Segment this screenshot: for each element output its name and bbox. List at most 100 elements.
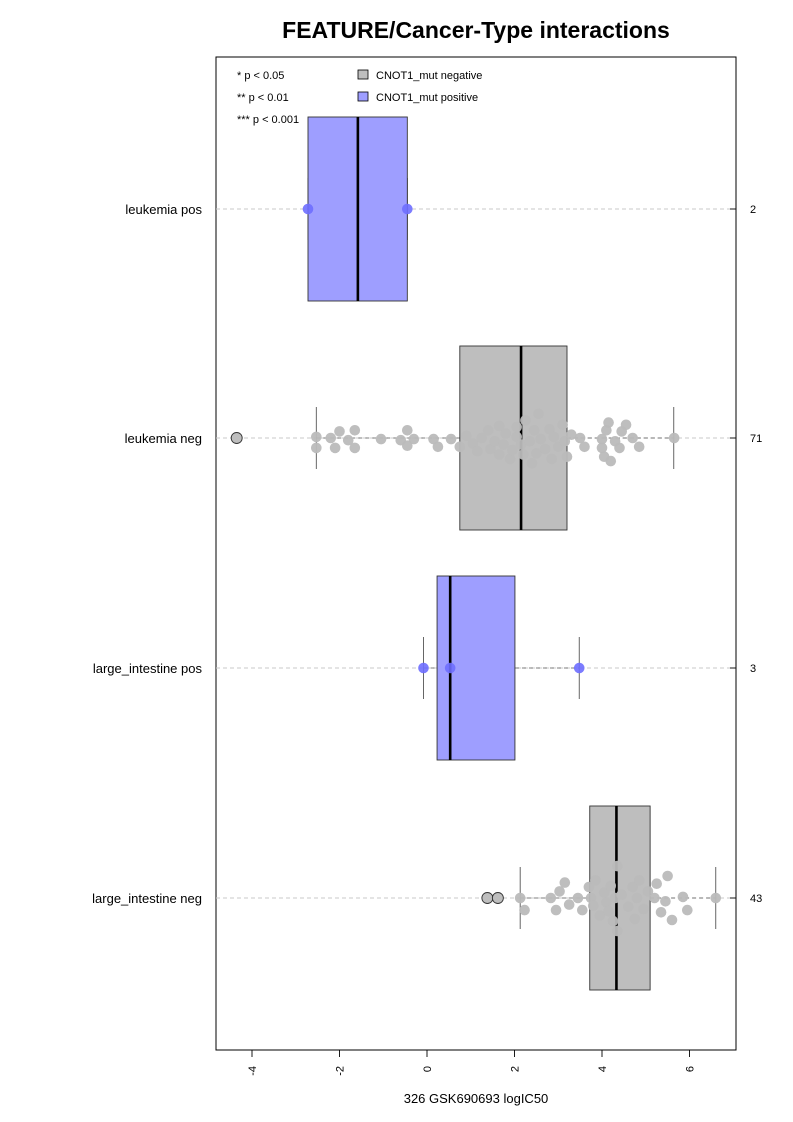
data-point-3-17 bbox=[605, 880, 617, 892]
data-point-3-30 bbox=[649, 892, 660, 904]
data-point-0-1 bbox=[402, 203, 413, 215]
group-count-3: 43 bbox=[750, 893, 762, 905]
data-point-1-27 bbox=[500, 428, 512, 439]
data-point-1-42 bbox=[544, 423, 555, 435]
data-point-2-2 bbox=[573, 662, 585, 674]
data-point-1-15 bbox=[445, 433, 457, 445]
data-point-3-27 bbox=[633, 875, 645, 886]
data-point-3-15 bbox=[601, 897, 612, 908]
data-point-1-39 bbox=[533, 408, 544, 420]
data-point-1-51 bbox=[579, 441, 590, 453]
group-count-0: 2 bbox=[750, 204, 756, 216]
data-point-1-52 bbox=[596, 433, 608, 445]
data-point-1-49 bbox=[566, 429, 577, 441]
data-point-3-26 bbox=[631, 892, 643, 904]
data-point-1-30 bbox=[511, 431, 522, 443]
data-point-1-59 bbox=[614, 442, 625, 454]
data-point-1-13 bbox=[428, 433, 439, 445]
data-point-1-0 bbox=[311, 442, 322, 454]
group-count-2: 3 bbox=[750, 663, 756, 675]
data-point-3-7 bbox=[572, 892, 584, 904]
data-point-3-36 bbox=[677, 891, 689, 903]
data-point-3-13 bbox=[594, 910, 606, 921]
data-point-1-38 bbox=[531, 448, 542, 459]
significance-legend: * p < 0.05 ** p < 0.01 *** p < 0.001 bbox=[237, 70, 299, 126]
color-legend: CNOT1_mut negative CNOT1_mut positive bbox=[357, 69, 482, 104]
data-point-3-35 bbox=[666, 914, 678, 926]
outlier-point-1-0 bbox=[230, 432, 243, 444]
data-point-1-20 bbox=[476, 432, 487, 444]
sig-legend-1: * p < 0.05 bbox=[237, 70, 284, 82]
data-point-3-33 bbox=[660, 896, 671, 907]
data-point-3-29 bbox=[642, 886, 654, 897]
data-point-1-61 bbox=[620, 419, 632, 431]
data-point-3-9 bbox=[583, 881, 595, 893]
data-point-1-64 bbox=[668, 432, 680, 444]
data-point-1-10 bbox=[402, 425, 413, 436]
data-point-3-14 bbox=[598, 887, 610, 898]
data-point-3-20 bbox=[612, 860, 623, 872]
data-point-1-28 bbox=[504, 453, 516, 465]
data-point-1-14 bbox=[432, 441, 444, 453]
x-axis: -4 -2 0 2 4 6 bbox=[247, 1050, 697, 1076]
plot-frame bbox=[215, 56, 737, 1051]
data-point-1-22 bbox=[485, 443, 496, 455]
boxes-layer bbox=[307, 116, 717, 991]
data-point-1-6 bbox=[349, 442, 361, 454]
data-point-1-4 bbox=[334, 426, 345, 437]
data-point-1-50 bbox=[574, 432, 586, 444]
data-point-1-31 bbox=[511, 421, 522, 433]
data-point-1-34 bbox=[520, 415, 531, 426]
data-point-0-0 bbox=[302, 203, 314, 215]
data-point-1-18 bbox=[467, 438, 479, 449]
x-tick-label-5: 6 bbox=[685, 1066, 697, 1072]
data-point-2-1 bbox=[444, 662, 456, 674]
data-point-2-0 bbox=[418, 662, 429, 674]
group-label-0: leukemia pos bbox=[125, 202, 202, 217]
data-point-1-17 bbox=[461, 430, 472, 442]
data-point-3-34 bbox=[662, 870, 673, 882]
data-point-1-46 bbox=[557, 419, 568, 431]
data-point-1-33 bbox=[517, 449, 529, 460]
data-point-1-12 bbox=[408, 433, 420, 445]
outlier-point-3-1 bbox=[491, 892, 504, 904]
data-point-3-16 bbox=[603, 905, 614, 917]
data-point-1-24 bbox=[493, 420, 505, 432]
data-point-3-2 bbox=[545, 892, 557, 904]
x-tick-label-0: -4 bbox=[247, 1066, 259, 1076]
data-point-1-25 bbox=[493, 449, 505, 460]
data-point-1-8 bbox=[375, 433, 387, 445]
x-tick-label-1: -2 bbox=[335, 1066, 347, 1076]
group-count-1: 71 bbox=[750, 433, 762, 445]
data-point-1-3 bbox=[329, 442, 341, 454]
data-point-1-37 bbox=[528, 425, 540, 436]
grid-layer bbox=[216, 208, 736, 899]
data-point-3-0 bbox=[514, 892, 526, 904]
group-labels: leukemia pos 2 leukemia neg 71 large_intesti… bbox=[92, 202, 762, 906]
data-point-1-43 bbox=[546, 453, 557, 465]
data-point-3-37 bbox=[682, 904, 693, 916]
data-point-1-29 bbox=[507, 444, 518, 456]
sig-legend-3: *** p < 0.001 bbox=[237, 114, 299, 126]
legend-swatch-positive bbox=[357, 91, 369, 102]
data-point-1-48 bbox=[561, 451, 573, 463]
data-point-3-4 bbox=[554, 886, 565, 897]
points-layer bbox=[230, 203, 722, 937]
chart-title: FEATURE/Cancer-Type interactions bbox=[282, 17, 670, 43]
data-point-3-21 bbox=[612, 925, 623, 937]
data-point-1-32 bbox=[515, 439, 527, 450]
data-point-1-35 bbox=[524, 436, 536, 447]
data-point-1-40 bbox=[535, 433, 547, 445]
data-point-1-53 bbox=[596, 442, 608, 454]
outlier-point-3-0 bbox=[481, 892, 494, 904]
data-point-1-19 bbox=[472, 445, 483, 457]
data-point-1-1 bbox=[311, 431, 322, 443]
data-point-1-5 bbox=[342, 434, 354, 446]
data-point-1-56 bbox=[603, 417, 614, 428]
data-point-1-57 bbox=[605, 455, 617, 467]
data-point-3-38 bbox=[710, 892, 722, 904]
data-point-3-25 bbox=[629, 913, 641, 925]
legend-label-negative: CNOT1_mut negative bbox=[376, 70, 482, 82]
data-point-1-21 bbox=[482, 425, 494, 436]
